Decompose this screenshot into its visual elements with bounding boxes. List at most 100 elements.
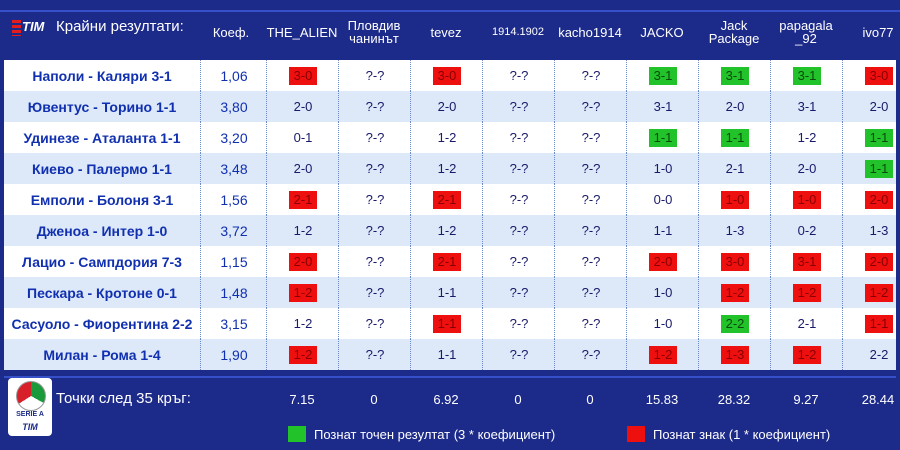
- prediction-cell: 1-1: [842, 122, 900, 153]
- prediction-cell: 3-0: [842, 60, 900, 91]
- prediction-cell: 2-0: [410, 91, 483, 122]
- tim-logo-text: TIM: [22, 19, 45, 34]
- prediction-cell: 1-1: [410, 308, 483, 339]
- prediction-value: ?-?: [365, 253, 385, 269]
- header-divider: [0, 10, 900, 12]
- exact-hit-badge: 2-2: [721, 314, 749, 333]
- prediction-cell: 1-2: [266, 277, 339, 308]
- prediction-cell: 2-2: [842, 339, 900, 370]
- prediction-cell: 1-0: [770, 184, 843, 215]
- sign-hit-badge: 1-0: [793, 190, 821, 209]
- coef-value: 1,56: [200, 184, 267, 215]
- prediction-value: 1-2: [437, 129, 457, 145]
- exact-hit-badge: 1-1: [865, 159, 893, 178]
- prediction-cell: 1-2: [410, 153, 483, 184]
- sign-hit-badge: 1-2: [865, 283, 893, 302]
- serie-a-sponsor: TIM: [22, 422, 38, 432]
- prediction-value: ?-?: [365, 67, 385, 83]
- match-name: Емполи - Болоня 3-1: [30, 191, 174, 208]
- prediction-value: 2-0: [293, 98, 313, 114]
- prediction-value: 1-2: [293, 222, 313, 238]
- prediction-cell: ?-?: [554, 91, 627, 122]
- prediction-value: 2-1: [725, 160, 745, 176]
- prediction-cell: 2-0: [266, 246, 339, 277]
- prediction-cell: 2-0: [842, 246, 900, 277]
- sign-hit-badge: 3-1: [793, 252, 821, 271]
- sign-hit-badge: 1-2: [289, 345, 317, 364]
- prediction-cell: 3-1: [698, 60, 771, 91]
- table-row: Киево - Палермо 1-1 3,48 2-0 ?-? 1-2 ?-? ?-? 1-…: [4, 153, 896, 184]
- prediction-cell: ?-?: [482, 122, 555, 153]
- sign-hit-badge: 3-0: [865, 66, 893, 85]
- prediction-cell: ?-?: [338, 184, 411, 215]
- legend-exact-label: Познат точен резултат (3 * коефициент): [314, 426, 556, 442]
- prediction-cell: 1-0: [626, 153, 699, 184]
- sign-hit-badge: 1-2: [793, 283, 821, 302]
- player-points: 9.27: [793, 391, 819, 407]
- sign-hit-badge: 3-0: [289, 66, 317, 85]
- prediction-value: 2-2: [869, 346, 889, 362]
- prediction-value: ?-?: [365, 160, 385, 176]
- player-points: 28.44: [861, 391, 895, 407]
- prediction-cell: ?-?: [554, 122, 627, 153]
- player-points: 0: [586, 391, 594, 407]
- exact-hit-badge: 3-1: [721, 66, 749, 85]
- sign-hit-badge: 1-2: [793, 345, 821, 364]
- prediction-cell: 1-2: [770, 277, 843, 308]
- prediction-cell: 1-1: [698, 122, 771, 153]
- match-name: Лацио - Сампдория 7-3: [22, 253, 182, 270]
- prediction-cell: 2-2: [698, 308, 771, 339]
- player-points: 28.32: [717, 391, 751, 407]
- sign-hit-badge: 2-0: [865, 252, 893, 271]
- prediction-cell: 1-2: [410, 215, 483, 246]
- prediction-cell: 1-2: [266, 308, 339, 339]
- prediction-cell: ?-?: [554, 184, 627, 215]
- player-header: papagala _92: [779, 18, 833, 46]
- exact-hit-badge: 1-1: [721, 128, 749, 147]
- prediction-cell: ?-?: [338, 277, 411, 308]
- match-name: Дженоа - Интер 1-0: [36, 222, 168, 239]
- prediction-cell: 2-1: [410, 184, 483, 215]
- prediction-cell: 3-1: [770, 60, 843, 91]
- prediction-cell: 1-2: [698, 277, 771, 308]
- prediction-cell: 1-1: [410, 339, 483, 370]
- sign-hit-badge: 2-0: [289, 252, 317, 271]
- player-points: 6.92: [433, 391, 459, 407]
- tim-logo: TIM: [12, 18, 50, 40]
- prediction-cell: 2-0: [698, 91, 771, 122]
- prediction-value: 1-3: [725, 222, 745, 238]
- player-header: tevez: [430, 24, 462, 40]
- prediction-value: 2-0: [437, 98, 457, 114]
- serie-a-logo: SERIE A TIM: [8, 378, 52, 436]
- prediction-value: 1-0: [653, 284, 673, 300]
- legend-exact: Познат точен резултат (3 * коефициент): [288, 426, 555, 442]
- prediction-cell: 1-3: [698, 215, 771, 246]
- prediction-value: ?-?: [581, 315, 601, 331]
- prediction-cell: ?-?: [482, 277, 555, 308]
- prediction-cell: 2-1: [410, 246, 483, 277]
- prediction-cell: 2-0: [770, 153, 843, 184]
- prediction-value: ?-?: [509, 67, 529, 83]
- coef-value: 1,06: [200, 60, 267, 91]
- prediction-value: ?-?: [365, 315, 385, 331]
- prediction-value: ?-?: [509, 191, 529, 207]
- prediction-cell: ?-?: [338, 246, 411, 277]
- prediction-value: 1-2: [437, 160, 457, 176]
- prediction-cell: ?-?: [482, 308, 555, 339]
- prediction-cell: 1-0: [626, 308, 699, 339]
- sign-hit-badge: 1-1: [433, 314, 461, 333]
- table-row: Дженоа - Интер 1-0 3,72 1-2 ?-? 1-2 ?-? ?-? 1-1…: [4, 215, 896, 246]
- coef-value: 1,90: [200, 339, 267, 370]
- prediction-value: ?-?: [581, 284, 601, 300]
- sign-hit-badge: 2-1: [433, 252, 461, 271]
- prediction-value: ?-?: [365, 346, 385, 362]
- red-swatch: [627, 426, 645, 442]
- prediction-value: ?-?: [581, 222, 601, 238]
- prediction-value: 1-2: [437, 222, 457, 238]
- prediction-value: 1-0: [653, 315, 673, 331]
- prediction-cell: 3-1: [770, 246, 843, 277]
- prediction-value: 1-1: [437, 346, 457, 362]
- player-points: 0: [514, 391, 522, 407]
- prediction-cell: ?-?: [338, 153, 411, 184]
- prediction-value: ?-?: [581, 67, 601, 83]
